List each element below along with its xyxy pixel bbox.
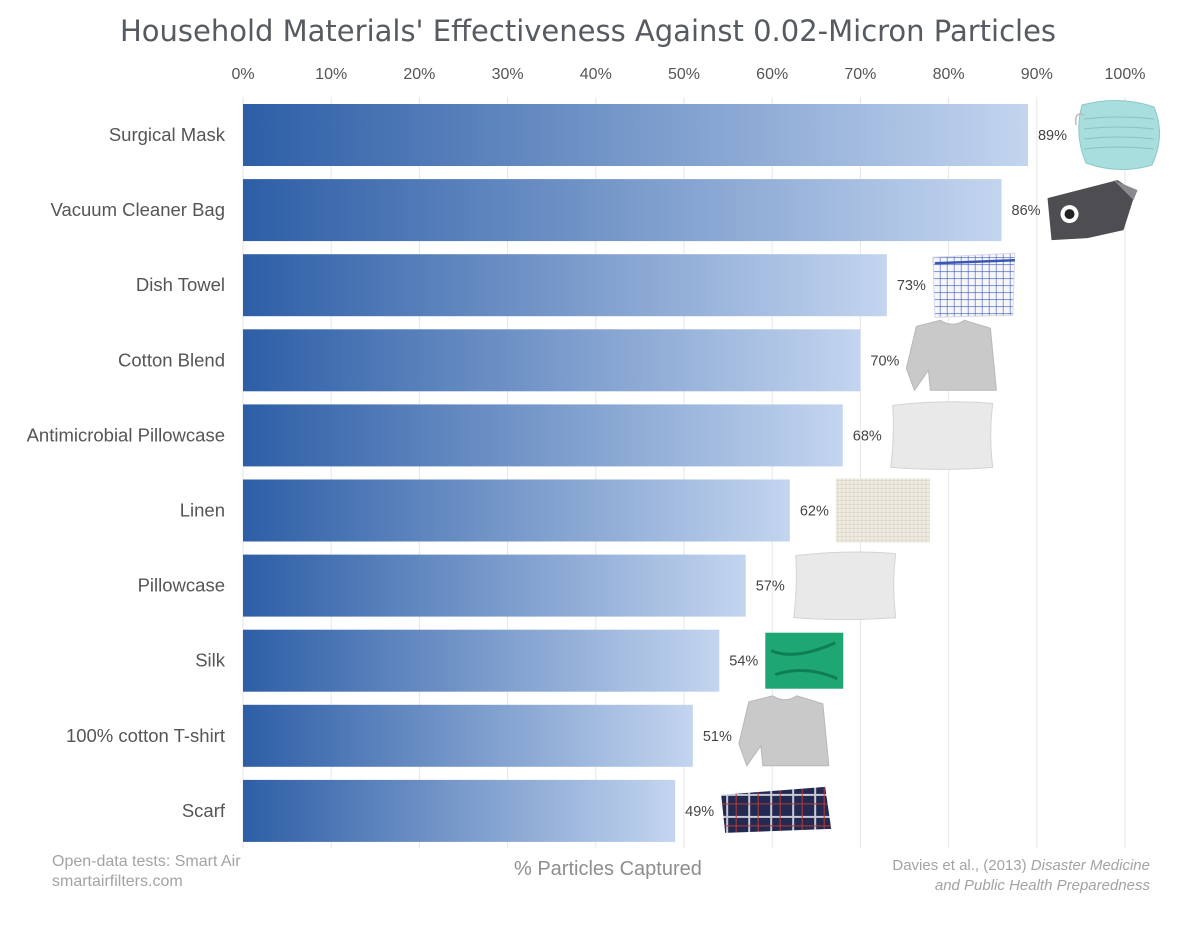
category-label: Vacuum Cleaner Bag <box>51 199 225 220</box>
x-tick-label: 40% <box>580 66 612 83</box>
bar <box>243 329 861 392</box>
category-label: Linen <box>180 500 225 521</box>
category-label: 100% cotton T-shirt <box>66 725 225 746</box>
bar <box>243 179 1002 242</box>
bar <box>243 629 720 692</box>
value-label: 57% <box>756 579 785 595</box>
value-label: 54% <box>729 654 758 670</box>
x-axis-label: % Particles Captured <box>514 858 702 880</box>
x-tick-label: 10% <box>315 66 347 83</box>
bar <box>243 779 676 842</box>
value-label: 86% <box>1012 203 1041 219</box>
x-tick-label: 70% <box>844 66 876 83</box>
category-label: Silk <box>195 650 226 671</box>
x-tick-label: 100% <box>1105 66 1146 83</box>
x-tick-label: 80% <box>933 66 965 83</box>
pillow-icon <box>793 551 897 621</box>
dish-towel-icon <box>932 252 1016 318</box>
bar <box>243 479 790 542</box>
surgical-mask-icon <box>1074 99 1160 171</box>
value-label: 73% <box>897 278 926 294</box>
bar <box>243 254 887 317</box>
category-label: Antimicrobial Pillowcase <box>27 424 225 445</box>
pillow-icon <box>890 401 994 470</box>
silk-swatch-icon <box>765 632 844 689</box>
bar <box>243 104 1028 166</box>
x-tick-label: 20% <box>403 66 435 83</box>
citation-journal-cont: and Public Health Preparedness <box>934 877 1150 894</box>
citation-line-2: and Public Health Preparedness <box>892 876 1150 896</box>
tshirt-icon <box>738 695 830 767</box>
category-label: Pillowcase <box>138 575 225 596</box>
cotton-blend-shirt-icon <box>905 319 997 392</box>
citation-line-1: Davies et al., (2013) Disaster Medicine <box>892 856 1150 876</box>
citation-journal: Disaster Medicine <box>1030 857 1150 874</box>
value-label: 89% <box>1038 128 1067 144</box>
vacuum-bag-icon <box>1047 180 1138 241</box>
bar <box>243 554 746 617</box>
category-label: Surgical Mask <box>109 124 226 145</box>
x-tick-label: 30% <box>492 66 524 83</box>
bar <box>243 704 693 767</box>
x-tick-label: 60% <box>756 66 788 83</box>
chart-title: Household Materials' Effectiveness Again… <box>119 14 1057 48</box>
value-label: 51% <box>703 729 732 745</box>
category-label: Scarf <box>182 800 226 821</box>
source-credit-left: Open-data tests: Smart Air smartairfilte… <box>52 852 241 892</box>
category-label: Dish Towel <box>136 274 225 295</box>
value-label: 68% <box>853 428 882 444</box>
value-label: 70% <box>870 353 899 369</box>
bar <box>243 404 843 467</box>
value-label: 62% <box>800 504 829 520</box>
linen-swatch-icon <box>835 478 930 543</box>
source-line-2: smartairfilters.com <box>52 873 183 890</box>
category-label: Cotton Blend <box>118 349 225 370</box>
x-tick-label: 0% <box>231 66 254 83</box>
value-label: 49% <box>685 804 714 820</box>
x-tick-label: 50% <box>668 66 700 83</box>
source-line-1: Open-data tests: Smart Air <box>52 853 241 870</box>
scarf-icon <box>721 786 832 833</box>
source-credit-right: Davies et al., (2013) Disaster Medicine … <box>892 856 1150 896</box>
citation-authors: Davies et al., (2013) <box>892 857 1027 874</box>
x-tick-label: 90% <box>1021 66 1053 83</box>
